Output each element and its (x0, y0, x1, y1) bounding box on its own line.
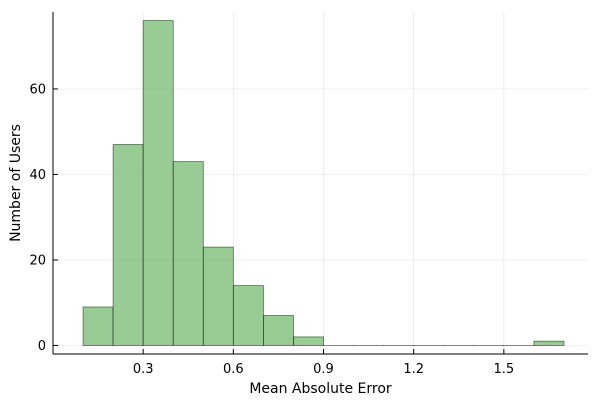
histogram-bar (293, 336, 324, 346)
histogram-bar (172, 161, 204, 346)
x-tick-label: 0.3 (133, 362, 154, 377)
x-tick-label: 1.5 (493, 362, 514, 377)
histogram-bar (112, 144, 144, 346)
label-layer: Mean Absolute Error Number of Users 0.3 0… (8, 82, 514, 397)
histogram-bar (232, 285, 264, 346)
y-tick-label: 20 (29, 253, 46, 268)
axis-layer (52, 12, 588, 355)
x-tick-label: 0.6 (223, 362, 244, 377)
y-axis-title: Number of Users (8, 124, 24, 242)
x-tick-label: 0.9 (313, 362, 334, 377)
x-tick-label: 1.2 (403, 362, 424, 377)
bar-layer (82, 20, 565, 346)
y-tick-label: 0 (38, 339, 46, 354)
y-tick-label: 60 (29, 82, 46, 97)
histogram-bar (82, 306, 114, 346)
x-axis-title: Mean Absolute Error (249, 381, 392, 397)
histogram-bar (202, 246, 234, 346)
histogram-bar (142, 20, 174, 346)
y-tick-label: 40 (29, 168, 46, 183)
histogram-bar (262, 315, 294, 346)
histogram-bar (533, 340, 565, 346)
